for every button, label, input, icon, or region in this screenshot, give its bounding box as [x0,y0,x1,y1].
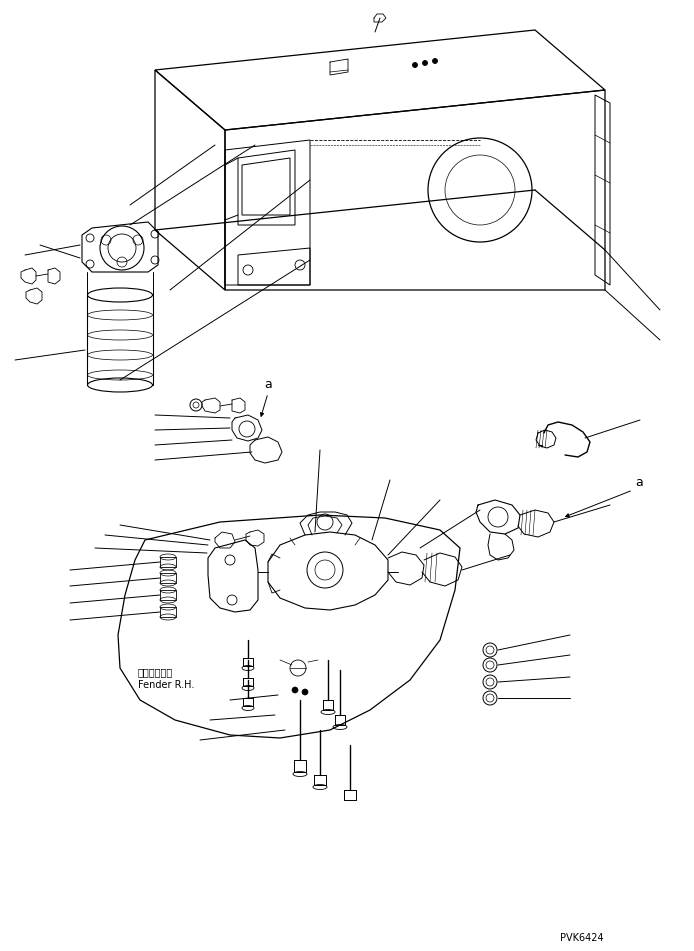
Text: PVK6424: PVK6424 [560,933,604,943]
Text: Fender R.H.: Fender R.H. [138,680,194,690]
Circle shape [412,63,418,68]
Text: a: a [635,476,643,489]
Circle shape [292,687,298,693]
Circle shape [432,59,437,64]
Circle shape [302,689,308,695]
Circle shape [423,61,428,66]
Text: フェンダ　右: フェンダ 右 [138,667,174,677]
Text: a: a [264,378,272,392]
